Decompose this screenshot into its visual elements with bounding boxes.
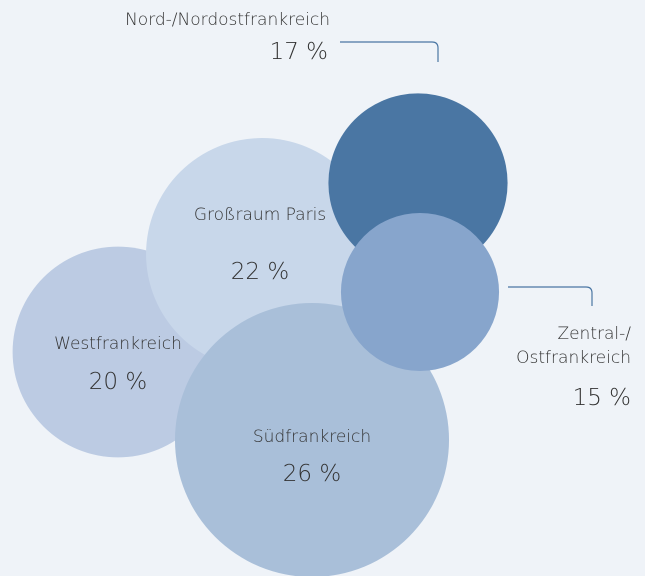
value-label: 22 % [230,259,290,285]
leader-line [508,286,593,306]
category-label: Südfrankreich [252,427,372,447]
value-label: 15 % [572,385,631,411]
bubbles [12,93,508,576]
category-label: Zentral-/ Ostfrankreich [516,324,631,368]
value-label: 20 % [88,369,148,395]
category-label: Nord-/Nordostfrankreich [125,10,330,30]
bubble [340,212,500,372]
category-label: Großraum Paris [193,205,327,225]
value-label: 17 % [269,39,328,65]
bubble [175,303,449,576]
category-label: Westfrankreich [54,334,182,354]
leader-line [340,41,439,62]
value-label: 26 % [282,461,342,487]
